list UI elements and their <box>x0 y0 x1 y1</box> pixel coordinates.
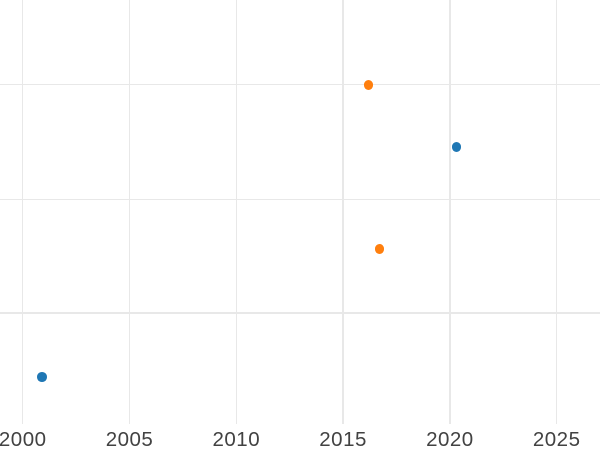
gridline-vertical <box>22 0 24 424</box>
data-point-blue-series <box>37 372 47 382</box>
x-tick-label: 2025 <box>532 428 581 450</box>
gridline-vertical <box>128 0 131 424</box>
data-point-blue-series <box>451 142 462 152</box>
gridline-horizontal <box>0 83 600 86</box>
gridline-vertical <box>342 0 344 424</box>
data-point-orange-series <box>374 244 385 254</box>
gridline-vertical <box>235 0 237 424</box>
x-tick-label: 2010 <box>212 428 261 450</box>
x-tick-label: 2005 <box>105 428 154 450</box>
x-tick-label: 2015 <box>319 428 367 450</box>
x-tick-label: 2020 <box>426 428 474 450</box>
gridline-horizontal <box>0 312 600 314</box>
data-point-orange-series <box>363 80 374 90</box>
gridline-horizontal <box>0 198 600 201</box>
x-tick-label: 2000 <box>0 428 47 450</box>
gridline-vertical <box>556 0 558 424</box>
gridline-vertical <box>449 0 451 424</box>
